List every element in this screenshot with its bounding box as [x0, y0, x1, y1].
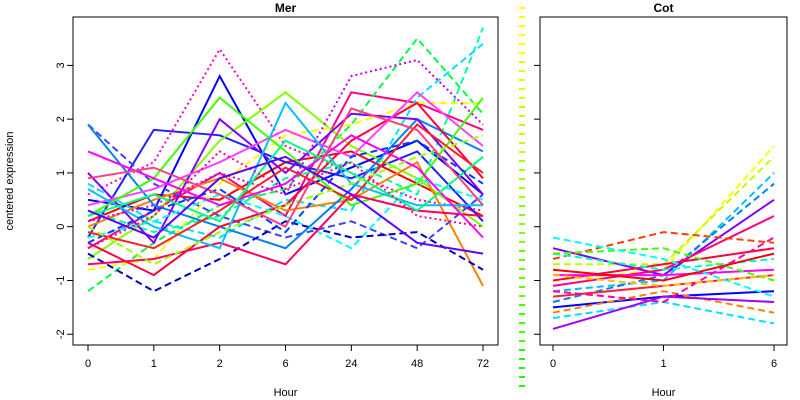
- y-tick-label: -2: [55, 329, 67, 339]
- chart-panel-1: Cot 0 1 6 Hour: [534, 1, 788, 399]
- series-line-8: [552, 252, 775, 271]
- y-tick-label: 0: [55, 224, 67, 230]
- y-tick-label: 2: [55, 116, 67, 122]
- series-line-19: [552, 274, 775, 287]
- series-group: [552, 145, 775, 330]
- series-line-15: [552, 295, 775, 330]
- series-line-17: [552, 236, 775, 298]
- series-line-20: [87, 58, 484, 223]
- series-line-9: [553, 268, 775, 277]
- y-axis-label: centered expression: [4, 131, 16, 230]
- series-line-13: [552, 290, 775, 314]
- series-line-14: [552, 300, 775, 325]
- series-line-23: [87, 123, 484, 250]
- color-key-strip: [519, 7, 525, 387]
- series-line-27: [87, 107, 484, 229]
- chart-title: Mer: [275, 1, 297, 15]
- series-line-26: [87, 134, 484, 266]
- plot-frame: [72, 16, 499, 346]
- x-tick-label: 0: [85, 358, 91, 370]
- series-line-2: [87, 47, 484, 212]
- series-line-28: [87, 150, 484, 250]
- chart-title: Cot: [654, 1, 674, 15]
- series-line-22: [87, 134, 484, 239]
- x-axis-label: Hour: [652, 387, 676, 399]
- series-line-11: [87, 123, 484, 250]
- x-tick-label: 1: [660, 358, 666, 370]
- x-tick-label: 0: [550, 358, 556, 370]
- x-axis-label: Hour: [274, 387, 298, 399]
- series-line-21: [87, 101, 483, 250]
- x-tick-label: 1: [151, 358, 157, 370]
- series-line-6: [552, 231, 775, 260]
- y-tick-label: 3: [55, 62, 67, 68]
- series-line-16: [87, 177, 484, 250]
- series-line-3: [87, 128, 484, 239]
- series-line-15: [87, 90, 484, 207]
- x-tick-label: 72: [477, 358, 489, 370]
- x-tick-label: 6: [771, 358, 777, 370]
- series-line-13: [87, 112, 484, 245]
- y-tick-label: -1: [55, 276, 67, 286]
- series-line-18: [552, 236, 775, 304]
- x-tick-label: 6: [282, 358, 288, 370]
- x-tick-label: 24: [345, 358, 357, 370]
- series-group: [87, 27, 484, 293]
- series-line-29: [87, 155, 484, 255]
- series-line-3: [552, 182, 775, 303]
- x-tick-label: 2: [217, 358, 223, 370]
- series-line-10: [87, 160, 484, 287]
- x-tick-label: 48: [411, 358, 423, 370]
- series-line-0: [552, 145, 775, 282]
- series-line-25: [87, 139, 484, 244]
- series-line-18: [87, 220, 484, 293]
- series-line-16: [552, 252, 775, 282]
- series-line-11: [552, 247, 775, 282]
- series-line-6: [87, 27, 484, 234]
- series-line-24: [87, 139, 484, 223]
- chart-panel-0: Mer 0 1 2 6 24 48 72 Hour -2 -1 0 1 2 3 centered expres…: [4, 1, 499, 399]
- y-tick-label: 1: [55, 170, 67, 176]
